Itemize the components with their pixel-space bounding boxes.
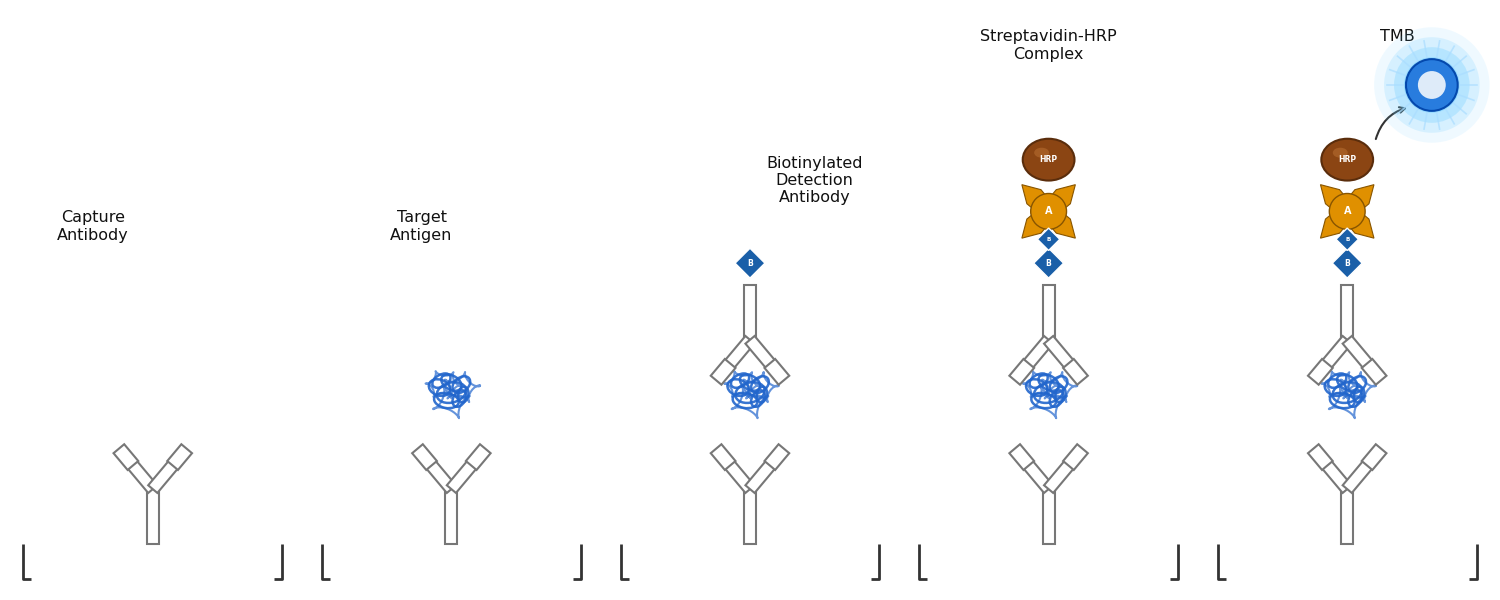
Circle shape — [1329, 193, 1365, 229]
Polygon shape — [1362, 359, 1386, 385]
Polygon shape — [1044, 453, 1080, 493]
Circle shape — [1418, 71, 1446, 99]
Polygon shape — [1332, 248, 1362, 278]
Ellipse shape — [1322, 139, 1372, 181]
Circle shape — [1384, 37, 1479, 133]
Polygon shape — [1017, 453, 1053, 493]
Text: Capture
Antibody: Capture Antibody — [57, 211, 129, 243]
Polygon shape — [1316, 336, 1352, 376]
Polygon shape — [1042, 489, 1054, 544]
Text: B: B — [1047, 237, 1052, 242]
Polygon shape — [1038, 228, 1060, 250]
Circle shape — [1404, 57, 1460, 113]
Polygon shape — [1308, 444, 1332, 470]
Polygon shape — [1341, 285, 1353, 340]
Polygon shape — [466, 444, 490, 470]
Polygon shape — [1320, 206, 1353, 238]
Text: HRP: HRP — [1040, 155, 1058, 164]
Text: HRP: HRP — [1338, 155, 1356, 164]
Polygon shape — [147, 489, 159, 544]
Polygon shape — [168, 444, 192, 470]
Polygon shape — [122, 453, 158, 493]
Ellipse shape — [1034, 148, 1048, 158]
Circle shape — [1394, 47, 1470, 123]
Text: B: B — [1046, 259, 1052, 268]
Polygon shape — [744, 489, 756, 544]
Polygon shape — [1341, 206, 1374, 238]
Polygon shape — [446, 489, 458, 544]
Ellipse shape — [1334, 148, 1347, 158]
Polygon shape — [735, 248, 765, 278]
Text: B: B — [1344, 259, 1350, 268]
Polygon shape — [765, 444, 789, 470]
Polygon shape — [1010, 444, 1034, 470]
Polygon shape — [718, 336, 754, 376]
Text: TMB: TMB — [1380, 29, 1414, 44]
Text: Biotinylated
Detection
Antibody: Biotinylated Detection Antibody — [766, 155, 862, 205]
Polygon shape — [1064, 444, 1088, 470]
Circle shape — [1030, 193, 1066, 229]
Circle shape — [1406, 59, 1458, 111]
Polygon shape — [1044, 336, 1080, 376]
Polygon shape — [718, 453, 754, 493]
Polygon shape — [1010, 359, 1034, 385]
Polygon shape — [744, 285, 756, 340]
Polygon shape — [1336, 228, 1359, 250]
Polygon shape — [1320, 185, 1353, 217]
Polygon shape — [413, 444, 436, 470]
Polygon shape — [447, 453, 483, 493]
Ellipse shape — [1023, 139, 1074, 181]
Polygon shape — [711, 359, 735, 385]
Polygon shape — [420, 453, 456, 493]
Polygon shape — [1042, 206, 1076, 238]
Polygon shape — [1341, 489, 1353, 544]
Polygon shape — [1034, 248, 1064, 278]
Text: A: A — [1046, 206, 1053, 217]
Polygon shape — [114, 444, 138, 470]
Polygon shape — [711, 444, 735, 470]
Polygon shape — [1064, 359, 1088, 385]
Text: Streptavidin-HRP
Complex: Streptavidin-HRP Complex — [981, 29, 1118, 62]
Polygon shape — [1042, 285, 1054, 340]
Circle shape — [1374, 27, 1490, 143]
Polygon shape — [1342, 336, 1378, 376]
Polygon shape — [1017, 336, 1053, 376]
Text: Target
Antigen: Target Antigen — [390, 211, 453, 243]
Polygon shape — [1022, 185, 1054, 217]
Polygon shape — [1022, 206, 1054, 238]
Polygon shape — [1342, 453, 1378, 493]
Text: B: B — [1346, 237, 1350, 242]
Polygon shape — [1308, 359, 1332, 385]
Polygon shape — [765, 359, 789, 385]
Polygon shape — [746, 453, 782, 493]
Polygon shape — [746, 336, 782, 376]
Polygon shape — [1362, 444, 1386, 470]
Polygon shape — [1316, 453, 1352, 493]
Polygon shape — [1341, 185, 1374, 217]
Text: A: A — [1344, 206, 1352, 217]
Polygon shape — [148, 453, 184, 493]
Text: B: B — [747, 259, 753, 268]
Polygon shape — [1042, 185, 1076, 217]
